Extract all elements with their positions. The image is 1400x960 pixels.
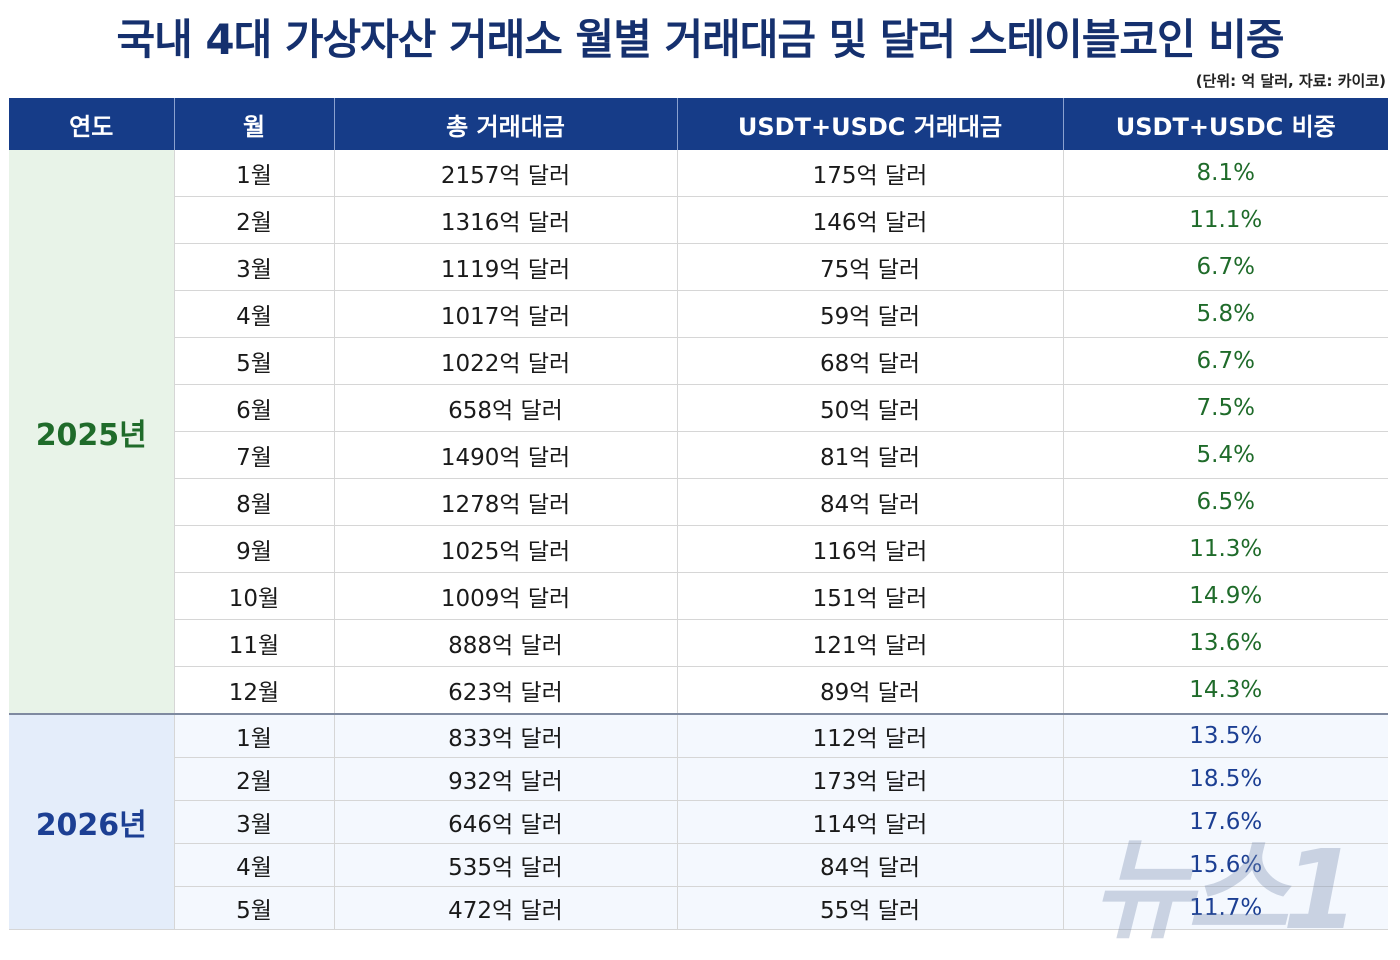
- month-cell: 5월: [173, 337, 334, 385]
- total-volume-cell: 1025억 달러: [333, 525, 677, 573]
- month-cell: 7월: [173, 431, 334, 479]
- month-cell: 1월: [173, 150, 334, 197]
- column-header: USDT+USDC 비중: [1062, 98, 1388, 150]
- stablecoin-share-cell: 5.8%: [1062, 290, 1388, 338]
- total-volume-cell: 535억 달러: [333, 843, 677, 887]
- table-row: 4월 535억 달러 84억 달러 15.6%: [9, 843, 1388, 887]
- data-table: 연도 월 총 거래대금 USDT+USDC 거래대금 USDT+USDC 비중 …: [9, 98, 1388, 930]
- month-cell: 1월: [173, 713, 334, 758]
- total-volume-cell: 1316억 달러: [333, 196, 677, 244]
- stablecoin-share-cell: 11.1%: [1062, 196, 1388, 244]
- total-volume-cell: 888억 달러: [333, 619, 677, 667]
- stablecoin-volume-cell: 121억 달러: [676, 619, 1063, 667]
- stablecoin-volume-cell: 84억 달러: [676, 478, 1063, 526]
- month-cell: 4월: [173, 843, 334, 887]
- table-row: 9월 1025억 달러 116억 달러 11.3%: [9, 525, 1388, 573]
- stablecoin-volume-cell: 112억 달러: [676, 713, 1063, 758]
- table-row: 3월 646억 달러 114억 달러 17.6%: [9, 800, 1388, 844]
- stablecoin-volume-cell: 50억 달러: [676, 384, 1063, 432]
- stablecoin-volume-cell: 114억 달러: [676, 800, 1063, 844]
- stablecoin-share-cell: 11.3%: [1062, 525, 1388, 573]
- stablecoin-share-cell: 17.6%: [1062, 800, 1388, 844]
- page-title: 국내 4대 가상자산 거래소 월별 거래대금 및 달러 스테이블코인 비중: [116, 15, 1284, 64]
- total-volume-cell: 833억 달러: [333, 713, 677, 758]
- table-row: 8월 1278억 달러 84억 달러 6.5%: [9, 478, 1388, 526]
- table-row: 7월 1490억 달러 81억 달러 5.4%: [9, 431, 1388, 479]
- stablecoin-share-cell: 5.4%: [1062, 431, 1388, 479]
- stablecoin-volume-cell: 55억 달러: [676, 886, 1063, 930]
- total-volume-cell: 2157억 달러: [333, 150, 677, 197]
- stablecoin-share-cell: 18.5%: [1062, 757, 1388, 801]
- total-volume-cell: 1017억 달러: [333, 290, 677, 338]
- table-row: 5월 1022억 달러 68억 달러 6.7%: [9, 337, 1388, 385]
- table-row: 2025년 1월 2157억 달러 175억 달러 8.1%: [9, 150, 1388, 715]
- total-volume-cell: 932억 달러: [333, 757, 677, 801]
- table-row: 2026년 1월 833억 달러 112억 달러 13.5%: [9, 713, 1388, 930]
- total-volume-cell: 1490억 달러: [333, 431, 677, 479]
- stablecoin-volume-cell: 175억 달러: [676, 150, 1063, 197]
- month-cell: 4월: [173, 290, 334, 338]
- column-header: 연도: [9, 98, 174, 150]
- stablecoin-share-cell: 7.5%: [1062, 384, 1388, 432]
- stablecoin-volume-cell: 146억 달러: [676, 196, 1063, 244]
- month-cell: 8월: [173, 478, 334, 526]
- month-cell: 2월: [173, 196, 334, 244]
- stablecoin-share-cell: 14.3%: [1062, 666, 1388, 715]
- total-volume-cell: 658억 달러: [333, 384, 677, 432]
- stablecoin-share-cell: 6.7%: [1062, 243, 1388, 291]
- stablecoin-volume-cell: 173억 달러: [676, 757, 1063, 801]
- month-cell: 9월: [173, 525, 334, 573]
- month-cell: 12월: [173, 666, 334, 715]
- table-row: 12월 623억 달러 89억 달러 14.3%: [9, 666, 1388, 715]
- data-table-container: 연도 월 총 거래대금 USDT+USDC 거래대금 USDT+USDC 비중 …: [9, 98, 1388, 930]
- table-body: 2025년 1월 2157억 달러 175억 달러 8.1% 2월 1316억 달러 146억…: [9, 150, 1388, 930]
- month-cell: 3월: [173, 243, 334, 291]
- total-volume-cell: 623억 달러: [333, 666, 677, 715]
- column-header: 월: [173, 98, 334, 150]
- total-volume-cell: 646억 달러: [333, 800, 677, 844]
- table-row: 11월 888억 달러 121억 달러 13.6%: [9, 619, 1388, 667]
- table-row: 3월 1119억 달러 75억 달러 6.7%: [9, 243, 1388, 291]
- total-volume-cell: 1278억 달러: [333, 478, 677, 526]
- stablecoin-share-cell: 8.1%: [1062, 150, 1388, 197]
- source-note: (단위: 억 달러, 자료: 카이코): [1195, 72, 1386, 90]
- table-row: 4월 1017억 달러 59억 달러 5.8%: [9, 290, 1388, 338]
- stablecoin-volume-cell: 59억 달러: [676, 290, 1063, 338]
- table-row: 2월 1316억 달러 146억 달러 11.1%: [9, 196, 1388, 244]
- table-header-row: 연도 월 총 거래대금 USDT+USDC 거래대금 USDT+USDC 비중: [9, 98, 1388, 150]
- stablecoin-volume-cell: 81억 달러: [676, 431, 1063, 479]
- stablecoin-volume-cell: 75억 달러: [676, 243, 1063, 291]
- month-cell: 10월: [173, 572, 334, 620]
- year-cell: 2026년: [9, 713, 174, 930]
- stablecoin-share-cell: 15.6%: [1062, 843, 1388, 887]
- stablecoin-volume-cell: 84억 달러: [676, 843, 1063, 887]
- table-row: 10월 1009억 달러 151억 달러 14.9%: [9, 572, 1388, 620]
- month-cell: 2월: [173, 757, 334, 801]
- month-cell: 11월: [173, 619, 334, 667]
- column-header: 총 거래대금: [333, 98, 677, 150]
- stablecoin-share-cell: 6.7%: [1062, 337, 1388, 385]
- month-cell: 6월: [173, 384, 334, 432]
- total-volume-cell: 1022억 달러: [333, 337, 677, 385]
- table-row: 6월 658억 달러 50억 달러 7.5%: [9, 384, 1388, 432]
- month-cell: 3월: [173, 800, 334, 844]
- stablecoin-share-cell: 13.5%: [1062, 713, 1388, 758]
- month-cell: 5월: [173, 886, 334, 930]
- year-cell: 2025년: [9, 150, 174, 715]
- stablecoin-volume-cell: 89억 달러: [676, 666, 1063, 715]
- total-volume-cell: 1009억 달러: [333, 572, 677, 620]
- stablecoin-share-cell: 13.6%: [1062, 619, 1388, 667]
- total-volume-cell: 472억 달러: [333, 886, 677, 930]
- table-row: 5월 472억 달러 55억 달러 11.7%: [9, 886, 1388, 930]
- table-row: 2월 932억 달러 173억 달러 18.5%: [9, 757, 1388, 801]
- stablecoin-share-cell: 11.7%: [1062, 886, 1388, 930]
- stablecoin-volume-cell: 68억 달러: [676, 337, 1063, 385]
- stablecoin-share-cell: 6.5%: [1062, 478, 1388, 526]
- total-volume-cell: 1119억 달러: [333, 243, 677, 291]
- stablecoin-volume-cell: 116억 달러: [676, 525, 1063, 573]
- stablecoin-volume-cell: 151억 달러: [676, 572, 1063, 620]
- stablecoin-share-cell: 14.9%: [1062, 572, 1388, 620]
- column-header: USDT+USDC 거래대금: [676, 98, 1063, 150]
